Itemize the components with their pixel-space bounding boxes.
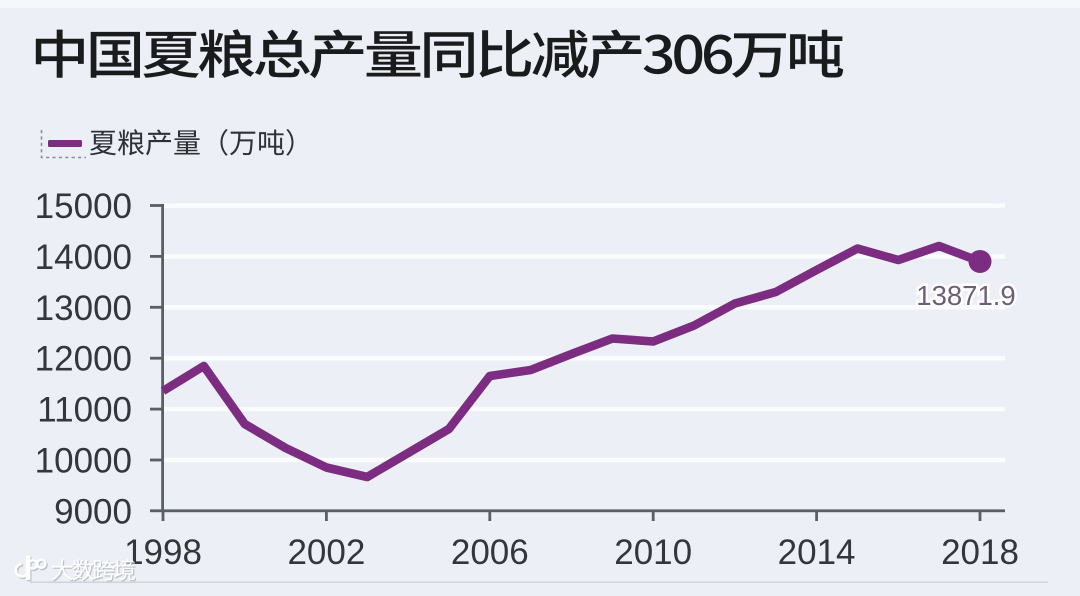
svg-text:2014: 2014 [778, 533, 856, 572]
svg-text:2002: 2002 [287, 533, 365, 572]
svg-text:1998: 1998 [124, 533, 202, 572]
svg-text:2010: 2010 [614, 533, 692, 572]
svg-text:13000: 13000 [35, 289, 132, 328]
svg-text:12000: 12000 [35, 340, 132, 379]
svg-text:14000: 14000 [35, 238, 132, 277]
svg-text:10000: 10000 [35, 442, 132, 481]
svg-text:2018: 2018 [941, 533, 1019, 572]
svg-text:9000: 9000 [54, 493, 132, 532]
svg-text:11000: 11000 [37, 391, 132, 430]
svg-text:2006: 2006 [451, 533, 529, 572]
svg-text:13871.9: 13871.9 [916, 280, 1015, 311]
svg-text:15000: 15000 [35, 187, 132, 226]
